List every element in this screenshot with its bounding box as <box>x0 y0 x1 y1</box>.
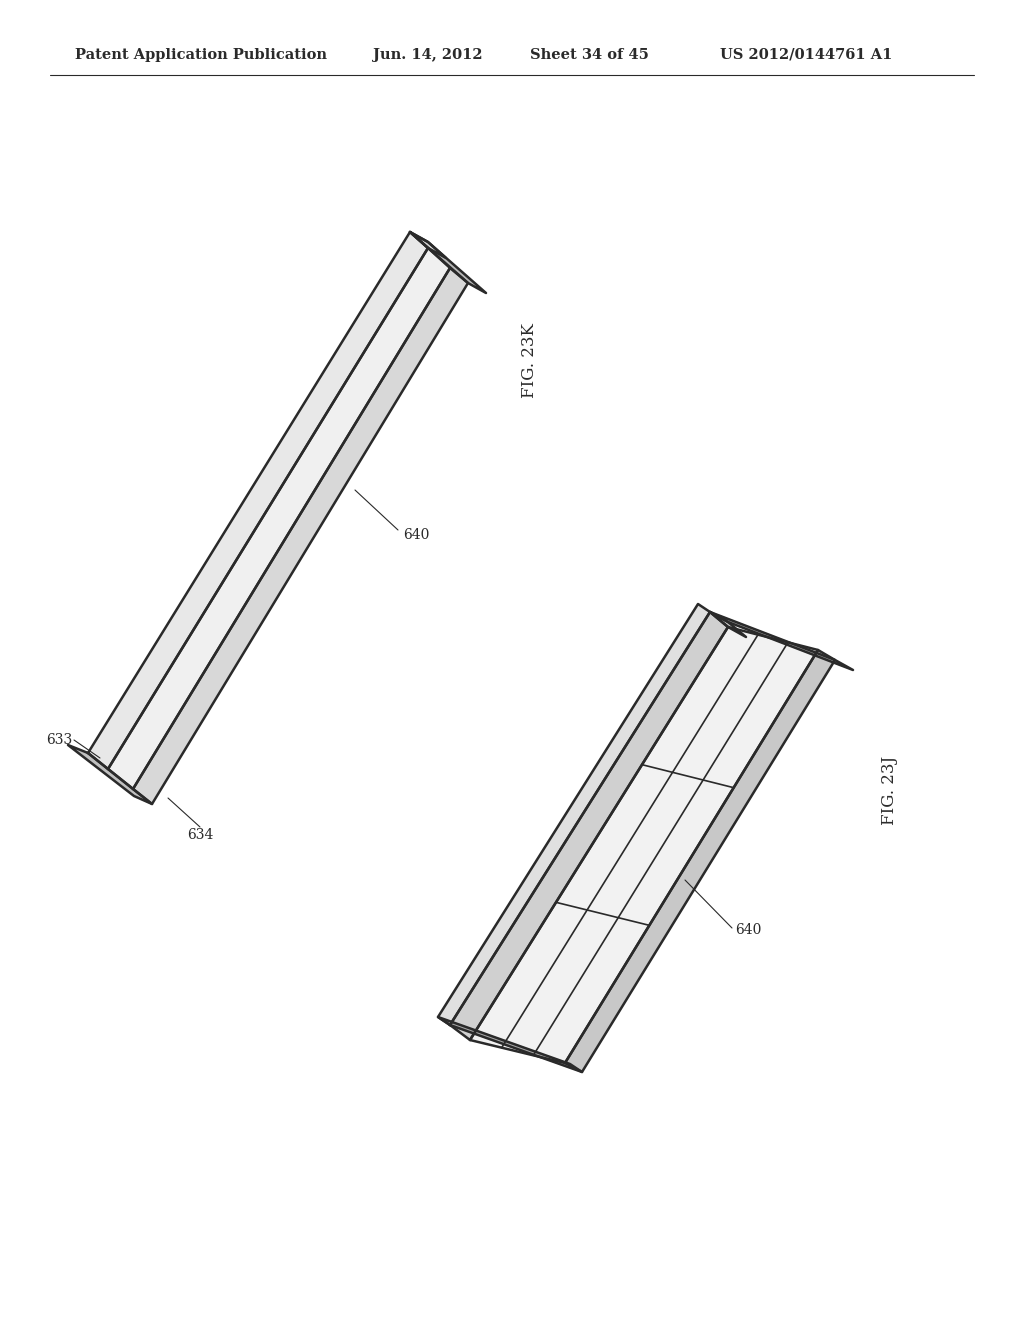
Polygon shape <box>565 649 835 1072</box>
Text: 634: 634 <box>186 828 213 842</box>
Text: Patent Application Publication: Patent Application Publication <box>75 48 327 62</box>
Text: FIG. 23K: FIG. 23K <box>521 322 539 397</box>
Text: 633: 633 <box>46 733 72 747</box>
Text: 640: 640 <box>735 923 762 937</box>
Text: Sheet 34 of 45: Sheet 34 of 45 <box>530 48 649 62</box>
Polygon shape <box>470 627 818 1063</box>
Text: FIG. 23J: FIG. 23J <box>882 755 898 825</box>
Polygon shape <box>88 232 428 770</box>
Polygon shape <box>410 232 446 257</box>
Polygon shape <box>438 1016 582 1072</box>
Text: US 2012/0144761 A1: US 2012/0144761 A1 <box>720 48 892 62</box>
Polygon shape <box>133 268 468 804</box>
Polygon shape <box>108 248 450 789</box>
Text: 640: 640 <box>403 528 429 543</box>
Text: Jun. 14, 2012: Jun. 14, 2012 <box>373 48 482 62</box>
Polygon shape <box>438 605 710 1026</box>
Polygon shape <box>450 612 728 1040</box>
Polygon shape <box>68 744 152 804</box>
Polygon shape <box>710 612 853 671</box>
Polygon shape <box>410 232 486 293</box>
Polygon shape <box>710 612 746 638</box>
